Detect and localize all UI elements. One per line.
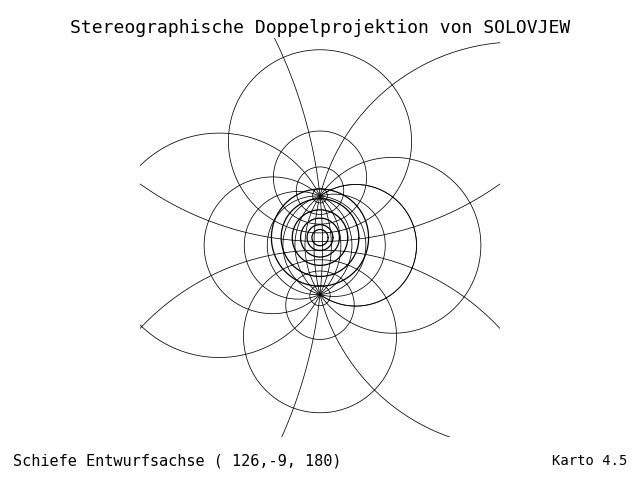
Text: Stereographische Doppelprojektion von SOLOVJEW: Stereographische Doppelprojektion von SO… [70,19,570,37]
Text: Schiefe Entwurfsachse ( 126,-9, 180): Schiefe Entwurfsachse ( 126,-9, 180) [13,453,341,468]
Text: Karto 4.5: Karto 4.5 [552,454,627,468]
